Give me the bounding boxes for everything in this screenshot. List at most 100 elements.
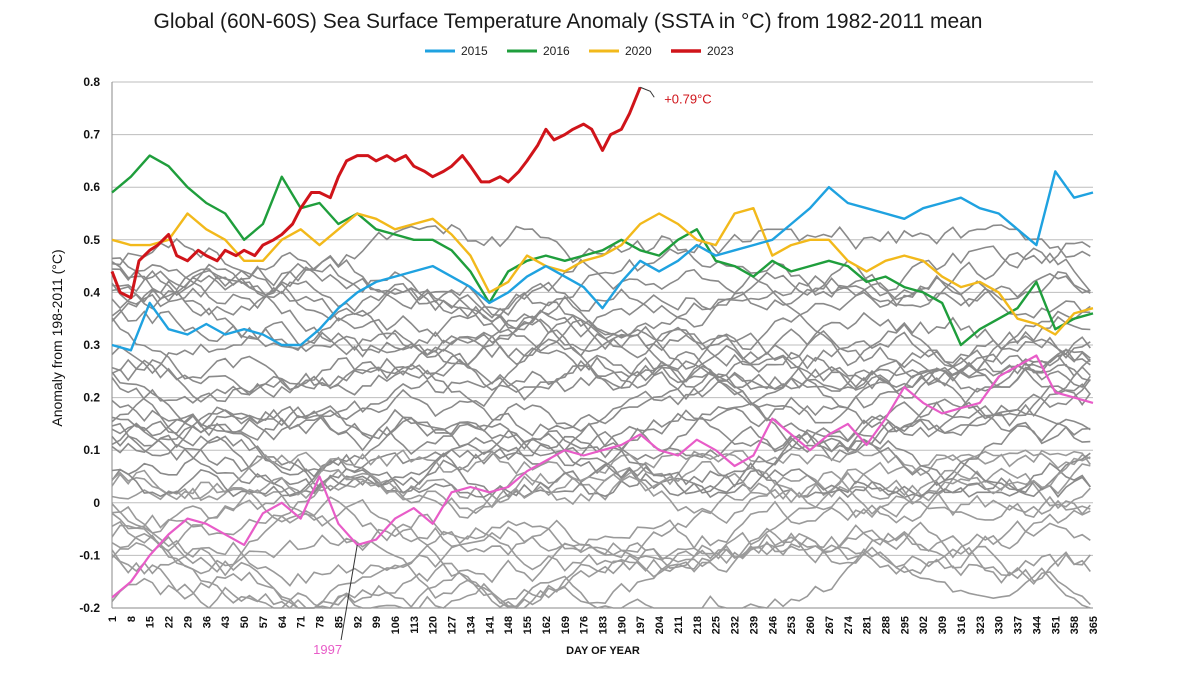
x-tick-label: 190 <box>616 616 628 634</box>
x-tick-label: 134 <box>465 615 477 634</box>
x-tick-label: 288 <box>880 616 892 634</box>
background-year-line <box>111 417 1091 482</box>
background-year-line <box>111 262 1091 373</box>
x-tick-label: 246 <box>767 616 779 634</box>
1997-annotation: 1997 <box>313 642 342 657</box>
grid <box>111 81 1093 609</box>
x-tick-label: 232 <box>730 616 742 634</box>
background-year-line <box>111 318 1091 393</box>
highlight-series <box>110 86 1094 599</box>
series-line-2020 <box>111 207 1094 336</box>
x-tick-label: 92 <box>352 616 364 628</box>
y-axis-ticks: 0.8 0.7 0.6 0.5 0.4 0.3 0.2 0.1 0 -0.1 -0.2 <box>79 75 100 615</box>
y-tick-label: 0.3 <box>83 338 100 352</box>
background-year-line <box>111 456 1091 610</box>
y-tick-label: -0.1 <box>79 548 100 562</box>
background-year-line <box>111 259 1091 338</box>
background-year-line <box>111 494 1091 576</box>
background-year-line <box>111 315 1091 394</box>
background-year-line <box>111 365 1091 493</box>
chart-title: Global (60N-60S) Sea Surface Temperature… <box>154 10 983 33</box>
y-tick-label: 0.8 <box>83 75 100 89</box>
background-year-line <box>111 348 1091 449</box>
background-year-line <box>111 260 1091 352</box>
x-tick-label: 29 <box>182 616 194 628</box>
x-tick-label: 50 <box>239 616 251 628</box>
background-year-line <box>111 402 1091 497</box>
x-tick-label: 197 <box>635 616 647 634</box>
background-year-line <box>111 512 1091 610</box>
background-year-line <box>111 449 1091 509</box>
x-tick-label: 113 <box>409 616 421 634</box>
x-tick-label: 274 <box>843 615 855 634</box>
peak-leader-line <box>640 86 655 98</box>
x-tick-label: 225 <box>711 616 723 634</box>
y-axis-label: Anomaly from 198-2011 (°C) <box>49 249 65 426</box>
x-tick-label: 330 <box>994 616 1006 634</box>
x-tick-label: 78 <box>315 616 327 628</box>
x-tick-label: 148 <box>503 616 515 634</box>
x-tick-label: 15 <box>145 616 157 628</box>
x-tick-label: 127 <box>447 616 459 634</box>
x-tick-label: 176 <box>579 616 591 634</box>
x-tick-label: 141 <box>484 616 496 634</box>
x-tick-label: 344 <box>1031 615 1043 634</box>
x-tick-label: 169 <box>560 616 572 634</box>
y-tick-label: 0 <box>93 496 100 510</box>
series-line-1997 <box>111 354 1094 599</box>
background-year-line <box>111 344 1091 423</box>
x-tick-label: 316 <box>956 616 968 634</box>
legend-label-2020: 2020 <box>625 44 652 58</box>
background-year-line <box>111 466 1091 558</box>
x-tick-label: 351 <box>1050 616 1062 634</box>
x-tick-label: 358 <box>1069 616 1081 634</box>
annotations: +0.79°C 1997 <box>313 86 712 657</box>
y-tick-label: 0.7 <box>83 128 100 142</box>
x-tick-label: 204 <box>654 615 666 634</box>
x-axis-label: DAY OF YEAR <box>566 645 640 657</box>
x-tick-label: 106 <box>390 616 402 634</box>
y-tick-label: 0.4 <box>83 285 100 299</box>
x-tick-label: 337 <box>1013 616 1025 634</box>
y-tick-label: 0.6 <box>83 180 100 194</box>
background-year-line <box>111 399 1091 494</box>
background-year-line <box>111 354 1091 432</box>
x-tick-label: 295 <box>899 616 911 634</box>
y-tick-label: 0.1 <box>83 443 100 457</box>
x-tick-label: 71 <box>296 616 308 628</box>
x-tick-label: 155 <box>522 616 534 634</box>
x-tick-label: 57 <box>258 616 270 628</box>
1997-leader-line <box>340 544 358 641</box>
x-tick-label: 323 <box>975 616 987 634</box>
x-axis-ticks: 1 8 15 22 29 36 43 50 57 64 71 78 85 92 99 106 113 120 127… <box>107 615 1100 634</box>
background-year-line <box>111 251 1091 352</box>
x-tick-label: 162 <box>541 616 553 634</box>
series-line-2016 <box>111 154 1094 347</box>
background-year-line <box>111 349 1091 430</box>
background-year-line <box>111 241 1091 328</box>
x-tick-label: 218 <box>692 616 704 634</box>
x-tick-label: 8 <box>126 616 138 622</box>
y-tick-label: 0.5 <box>83 233 100 247</box>
x-tick-label: 120 <box>428 616 440 634</box>
background-year-line <box>111 449 1091 521</box>
x-tick-label: 281 <box>862 616 874 634</box>
x-tick-label: 253 <box>786 616 798 634</box>
x-tick-label: 64 <box>277 615 289 628</box>
x-tick-label: 302 <box>918 616 930 634</box>
legend-label-2016: 2016 <box>543 44 570 58</box>
x-tick-label: 267 <box>824 616 836 634</box>
legend: 2015 2016 2020 2023 <box>425 44 734 58</box>
background-year-line <box>111 224 1091 322</box>
peak-annotation: +0.79°C <box>664 91 711 106</box>
background-year-line <box>111 301 1091 394</box>
x-tick-label: 183 <box>598 616 610 634</box>
x-tick-label: 99 <box>371 616 383 628</box>
x-tick-label: 1 <box>107 616 119 622</box>
background-year-line <box>111 414 1091 498</box>
background-year-line <box>111 527 1091 609</box>
background-year-line <box>111 546 1091 609</box>
legend-label-2023: 2023 <box>707 44 734 58</box>
x-tick-label: 22 <box>164 616 176 628</box>
